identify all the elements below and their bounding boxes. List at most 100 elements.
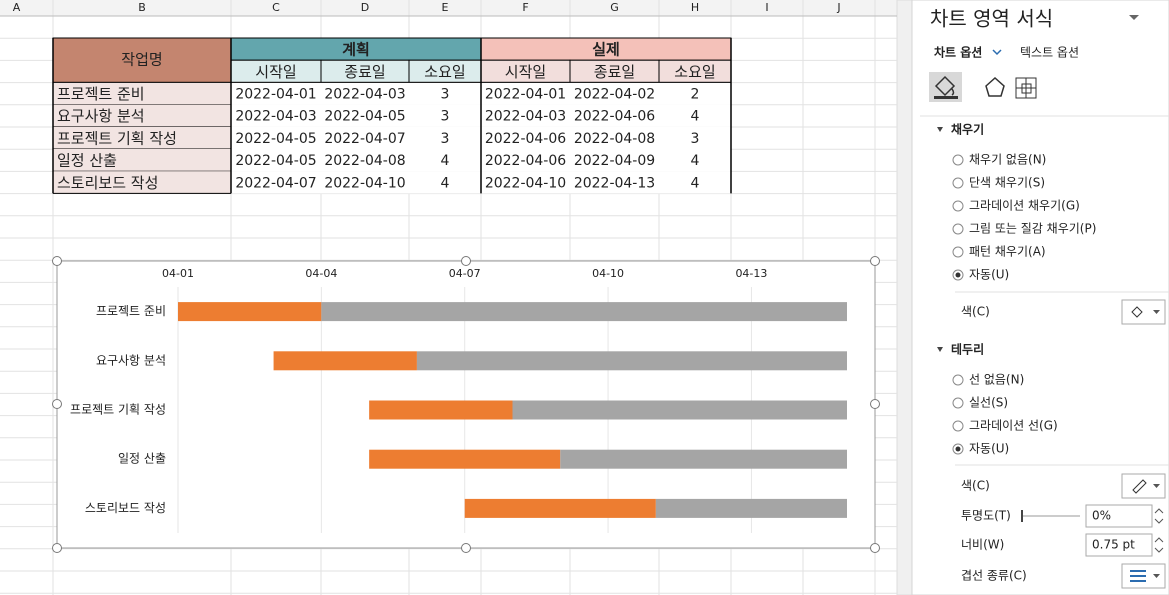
table-value: 2022-04-06 xyxy=(485,153,566,169)
fill-icon-bar xyxy=(934,96,958,99)
effects-icon[interactable] xyxy=(985,76,1005,97)
x-tick-label: 04-01 xyxy=(162,267,194,280)
table-cell xyxy=(231,171,321,194)
column-header: J xyxy=(836,1,840,14)
table-cell xyxy=(409,104,481,127)
color-btn-arrow xyxy=(1153,310,1160,314)
spin-arrows[interactable] xyxy=(1154,537,1164,553)
table-cell xyxy=(409,126,481,149)
resize-handle[interactable] xyxy=(52,543,62,553)
spin-box[interactable] xyxy=(1085,504,1153,528)
subheader: 종료일 xyxy=(344,63,385,81)
subheader: 시작일 xyxy=(505,63,546,81)
color-button[interactable] xyxy=(1121,299,1166,325)
table-value: 2022-04-07 xyxy=(324,131,405,147)
table-value: 2022-04-03 xyxy=(235,109,316,125)
radio[interactable] xyxy=(952,397,964,409)
resize-handle[interactable] xyxy=(870,399,880,409)
radio[interactable] xyxy=(952,374,964,386)
color-btn-arrow xyxy=(1153,484,1160,488)
bar-segment xyxy=(369,400,513,420)
table-cell xyxy=(570,126,659,149)
table-cell xyxy=(659,104,731,127)
table-value: 2022-04-10 xyxy=(324,175,405,191)
subheader: 소요일 xyxy=(674,63,715,81)
size-icon[interactable] xyxy=(1015,77,1037,99)
scrollbar[interactable] xyxy=(896,0,913,595)
column-header: F xyxy=(522,1,528,14)
table-value: 4 xyxy=(691,153,700,169)
task-header: 작업명 xyxy=(121,51,162,69)
table-cell xyxy=(53,171,231,194)
radio[interactable] xyxy=(952,246,964,258)
table-value: 2022-04-05 xyxy=(235,153,316,169)
spin-arrows[interactable] xyxy=(1154,508,1164,524)
column-header: I xyxy=(765,1,768,14)
slider-thumb[interactable] xyxy=(1021,510,1023,522)
column-header: E xyxy=(442,1,449,14)
table-cell xyxy=(570,104,659,127)
radio-label: 채우기 없음(N) xyxy=(969,153,1046,167)
x-tick-label: 04-04 xyxy=(305,267,337,280)
table-value: 2022-04-06 xyxy=(574,109,655,125)
bar-segment xyxy=(178,302,322,322)
table-value: 2022-04-03 xyxy=(324,87,405,103)
bar-segment xyxy=(321,302,847,322)
radio[interactable] xyxy=(952,420,964,432)
column-header-bar xyxy=(0,0,897,16)
table-cell xyxy=(659,82,731,105)
resize-handle[interactable] xyxy=(461,543,471,553)
table-value: 3 xyxy=(441,109,450,125)
panel-menu-arrow[interactable] xyxy=(1129,15,1139,20)
table-value: 2022-04-05 xyxy=(235,131,316,147)
spin-value: 0% xyxy=(1092,509,1111,523)
table-value: 2022-04-08 xyxy=(574,131,655,147)
resize-handle[interactable] xyxy=(870,256,880,266)
table-value: 4 xyxy=(691,109,700,125)
table-value: 4 xyxy=(441,153,450,169)
y-tick-label: 일정 산출 xyxy=(118,452,166,466)
spin-box[interactable] xyxy=(1085,533,1153,557)
section-heading: 테두리 xyxy=(951,342,984,357)
resize-handle[interactable] xyxy=(870,543,880,553)
radio[interactable] xyxy=(952,177,964,189)
field-label: 투명도(T) xyxy=(961,509,1011,523)
bucket-glyph xyxy=(1131,306,1143,318)
radio[interactable] xyxy=(952,200,964,212)
radio[interactable] xyxy=(952,154,964,166)
color-btn-arrow xyxy=(1153,574,1160,578)
table-cell xyxy=(321,171,409,194)
table-cell xyxy=(409,149,481,172)
panel-tab: 차트 옵션 xyxy=(934,45,982,60)
radio-label: 자동(U) xyxy=(969,442,1009,456)
section-caret xyxy=(937,347,943,352)
task-header-cell xyxy=(52,37,232,83)
fill-icon xyxy=(934,75,956,97)
table-cell xyxy=(231,104,321,127)
radio[interactable] xyxy=(952,223,964,235)
resize-handle[interactable] xyxy=(52,256,62,266)
table-cell xyxy=(570,149,659,172)
bar-segment xyxy=(369,449,561,469)
table-cell xyxy=(321,126,409,149)
table-cell xyxy=(659,126,731,149)
column-header: G xyxy=(610,1,619,14)
resize-handle[interactable] xyxy=(52,399,62,409)
table-value: 2022-04-07 xyxy=(235,175,316,191)
radio-label: 선 없음(N) xyxy=(969,373,1024,387)
bar-segment xyxy=(512,400,847,420)
tab-chevron xyxy=(992,49,1002,56)
bar-segment xyxy=(655,498,847,518)
radio-label: 실선(S) xyxy=(969,396,1008,410)
task-name: 프로젝트 기획 작성 xyxy=(57,129,177,147)
field-label: 너비(W) xyxy=(961,538,1004,552)
resize-handle[interactable] xyxy=(461,256,471,266)
table-cell xyxy=(231,126,321,149)
compound-glyph xyxy=(1130,570,1146,582)
y-tick-label: 스토리보드 작성 xyxy=(85,501,166,515)
radio-label: 자동(U) xyxy=(969,268,1009,282)
field-label: 색(C) xyxy=(961,479,990,493)
table-cell xyxy=(570,171,659,194)
bar-segment xyxy=(560,449,847,469)
field-label: 색(C) xyxy=(961,305,990,319)
